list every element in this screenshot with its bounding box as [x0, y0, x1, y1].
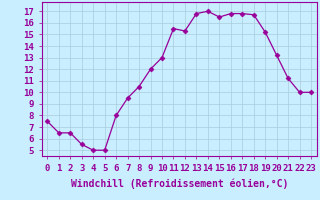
X-axis label: Windchill (Refroidissement éolien,°C): Windchill (Refroidissement éolien,°C) [70, 178, 288, 189]
